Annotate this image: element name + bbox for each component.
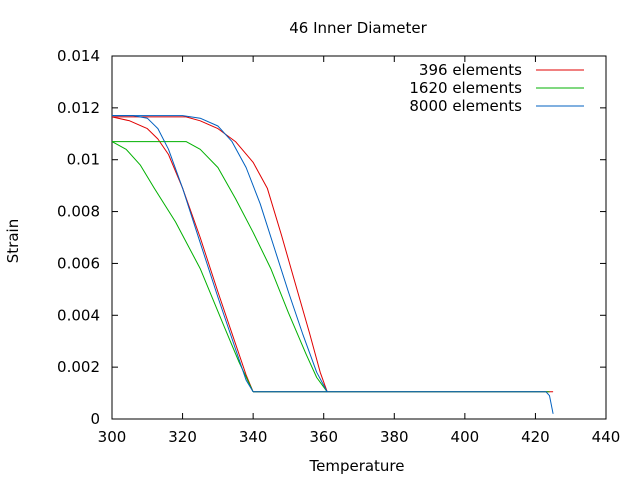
- y-axis-label: Strain: [4, 219, 22, 263]
- plot-frame: [111, 55, 607, 420]
- legend-label: 1620 elements: [409, 79, 522, 97]
- x-tick-label: 320: [168, 428, 197, 446]
- series-line-3: [253, 391, 554, 414]
- series-line-1: [111, 116, 254, 392]
- y-tick-label: 0.002: [57, 358, 100, 376]
- x-tick-label: 420: [521, 428, 550, 446]
- y-tick-label: 0.006: [57, 254, 100, 272]
- series-line-1: [112, 116, 328, 392]
- legend-label: 396 elements: [419, 61, 522, 79]
- x-axis-label: Temperature: [308, 457, 404, 475]
- x-tick-label: 380: [380, 428, 409, 446]
- x-tick-label: 400: [451, 428, 480, 446]
- y-tick-label: 0.012: [57, 99, 100, 117]
- x-tick-label: 360: [309, 428, 338, 446]
- axis-ticks: 300 320 340 360 380 400 420 440 0 0.002 0.004 0.006…: [57, 47, 620, 446]
- chart-title: 46 Inner Diameter: [289, 19, 427, 37]
- y-tick-label: 0.008: [57, 203, 100, 221]
- series-line-3: [112, 115, 328, 393]
- legend-label: 8000 elements: [409, 97, 522, 115]
- y-tick-label: 0: [90, 410, 100, 428]
- y-tick-label: 0.01: [67, 151, 100, 169]
- series-line-2: [112, 141, 328, 393]
- series-line-2: [111, 141, 254, 393]
- x-tick-label: 440: [592, 428, 621, 446]
- plot-lines: [111, 115, 554, 414]
- series-line-3: [112, 115, 254, 393]
- x-tick-label: 300: [98, 428, 127, 446]
- x-tick-label: 340: [239, 428, 268, 446]
- y-tick-label: 0.004: [57, 306, 100, 324]
- y-tick-label: 0.014: [57, 47, 100, 65]
